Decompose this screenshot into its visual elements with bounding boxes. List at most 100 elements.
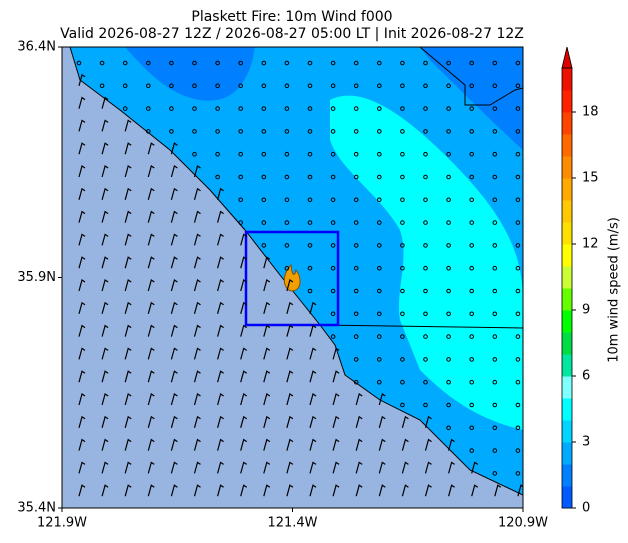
colorbar-band (562, 442, 572, 465)
calm-marker (446, 402, 451, 408)
wind-barb (263, 484, 271, 497)
colorbar-extension (561, 46, 573, 69)
calm-marker (284, 265, 290, 271)
wind-barb (240, 393, 248, 406)
colorbar-band (562, 266, 572, 289)
wind-barb (401, 438, 409, 451)
wind-barb (309, 484, 317, 497)
calm-marker (515, 83, 521, 89)
wind-barb (170, 347, 178, 360)
wind-barb (124, 187, 132, 200)
calm-marker (400, 151, 405, 157)
calm-marker (284, 60, 290, 66)
calm-marker (423, 151, 428, 157)
calm-marker (446, 83, 451, 89)
wind-barb (217, 484, 224, 497)
calm-marker (515, 311, 521, 317)
wind-barb (124, 301, 132, 314)
map-fill (62, 47, 523, 508)
calm-marker (284, 129, 290, 134)
wind-barb (170, 165, 178, 178)
wind-barb (170, 370, 178, 383)
calm-marker (492, 174, 498, 180)
wind-barb (448, 461, 455, 474)
wind-barb (286, 279, 294, 292)
calm-marker (400, 174, 405, 180)
calm-marker (169, 106, 174, 111)
colorbar-frame (561, 67, 573, 509)
calm-marker (515, 265, 521, 271)
wind-barb (332, 370, 340, 383)
colorbar-band (562, 222, 572, 245)
wind-barb (101, 484, 109, 497)
calm-marker (492, 106, 498, 111)
wind-barb (147, 438, 155, 451)
wind-barb (101, 165, 109, 178)
wind-barb (193, 233, 201, 246)
calm-marker (99, 83, 105, 89)
wind-barb (147, 233, 155, 246)
calm-marker (238, 83, 243, 89)
wind-barb (263, 324, 271, 337)
calm-marker (515, 402, 521, 408)
calm-marker (492, 379, 498, 385)
wind-barb (309, 393, 317, 406)
colorbar-band (562, 68, 572, 91)
wind-barb (263, 438, 271, 451)
calm-marker (400, 402, 405, 408)
wind-barb (240, 438, 248, 451)
wind-barb (78, 415, 86, 428)
wind-barb (217, 187, 224, 200)
calm-marker (400, 83, 405, 89)
wind-barb (147, 210, 155, 223)
wind-barb (147, 301, 155, 314)
calm-marker (400, 220, 405, 225)
calm-marker (307, 197, 313, 203)
calm-marker (423, 220, 428, 225)
calm-marker (446, 265, 451, 271)
colorbar: 0 3 6 9 12 15 18 (561, 46, 599, 516)
wind-barb (494, 484, 502, 497)
field-low (420, 47, 523, 150)
wind-barb (217, 438, 224, 451)
wind-barb (286, 324, 294, 337)
calm-marker (353, 379, 359, 385)
calm-marker (330, 265, 336, 271)
calm-marker (515, 425, 521, 431)
wind-barb (217, 461, 224, 474)
calm-marker (307, 83, 313, 89)
wind-barb (217, 210, 224, 223)
wind-barb (124, 165, 132, 178)
wind-barb (193, 347, 201, 360)
wind-barb (124, 142, 132, 155)
wind-barb (193, 324, 201, 337)
calm-marker (377, 106, 382, 111)
calm-marker (446, 129, 451, 134)
x-tick-label: 120.9W (498, 516, 548, 531)
calm-marker (284, 243, 290, 248)
wind-barb (217, 279, 224, 292)
calm-marker (515, 357, 521, 362)
wind-barb (193, 301, 201, 314)
wind-barb (332, 393, 340, 406)
calm-marker (192, 129, 197, 134)
calm-marker (307, 220, 313, 225)
wind-barb (286, 438, 294, 451)
wind-barb (424, 415, 432, 428)
calm-marker (423, 334, 428, 339)
coastline (69, 47, 523, 496)
wind-barb (240, 484, 248, 497)
calm-marker (353, 220, 359, 225)
wind-barb (170, 301, 178, 314)
wind-barb (170, 142, 178, 155)
calm-marker (353, 243, 359, 248)
wind-barb (401, 484, 409, 497)
calm-marker (446, 106, 451, 111)
calm-marker (215, 151, 220, 157)
calm-marker (377, 174, 382, 180)
wind-barb (124, 324, 132, 337)
calm-marker (515, 243, 521, 248)
wind-barb (78, 96, 86, 109)
calm-marker (469, 197, 475, 203)
calm-marker (446, 311, 451, 317)
